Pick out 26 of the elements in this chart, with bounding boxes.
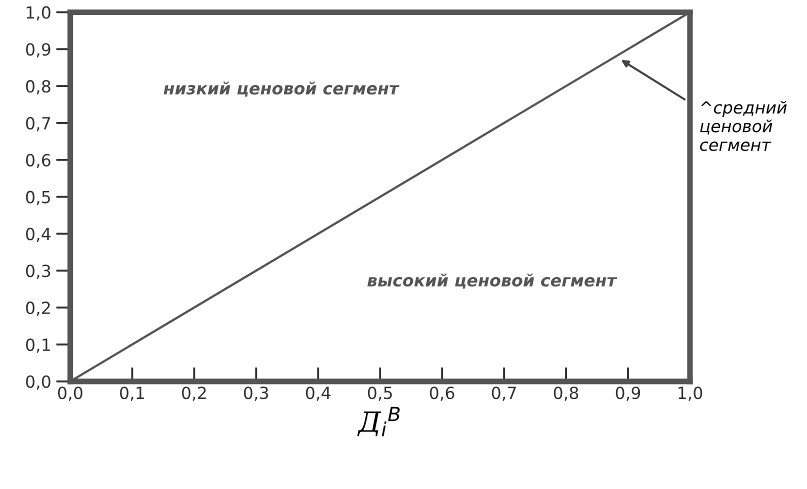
y-tick-label: 0,6 bbox=[26, 154, 50, 168]
x-axis-title: Д$_{i}$$^{B}$ bbox=[357, 406, 400, 436]
y-tick-label: 0,8 bbox=[26, 80, 50, 94]
y-tick-label: 0,3 bbox=[26, 264, 50, 279]
y-tick-label: 0,4 bbox=[26, 228, 51, 242]
y-tick-label: 1,0 bbox=[26, 6, 50, 20]
x-tick-label: 0,3 bbox=[244, 386, 268, 401]
x-tick-label: 0,6 bbox=[430, 386, 454, 401]
y-tick-label: 0,1 bbox=[26, 338, 50, 353]
y-tick-label: 0,0 bbox=[26, 375, 50, 390]
y-tick-label: 0,2 bbox=[26, 302, 50, 316]
x-tick-label: 0,4 bbox=[306, 386, 330, 401]
text: ^средний ценовой сегмент bbox=[700, 100, 787, 152]
annotation: низкий ценовой сегмент bbox=[164, 82, 400, 97]
x-tick-label: 0,8 bbox=[554, 386, 578, 401]
x-tick-label: 0,7 bbox=[492, 386, 516, 401]
x-tick-label: 0,1 bbox=[120, 386, 144, 401]
x-tick-label: 1,0 bbox=[678, 386, 702, 401]
x-tick-label: 0,5 bbox=[368, 386, 392, 401]
y-tick-label: 0,7 bbox=[26, 116, 50, 132]
x-tick-label: 0,0 bbox=[58, 386, 82, 401]
y-tick-label: 0,5 bbox=[26, 190, 50, 206]
x-tick-label: 0,2 bbox=[182, 386, 206, 401]
annotation: высокий ценовой сегмент bbox=[367, 274, 618, 289]
x-tick-label: 0,9 bbox=[616, 386, 640, 401]
y-tick-label: 0,9 bbox=[26, 43, 50, 58]
